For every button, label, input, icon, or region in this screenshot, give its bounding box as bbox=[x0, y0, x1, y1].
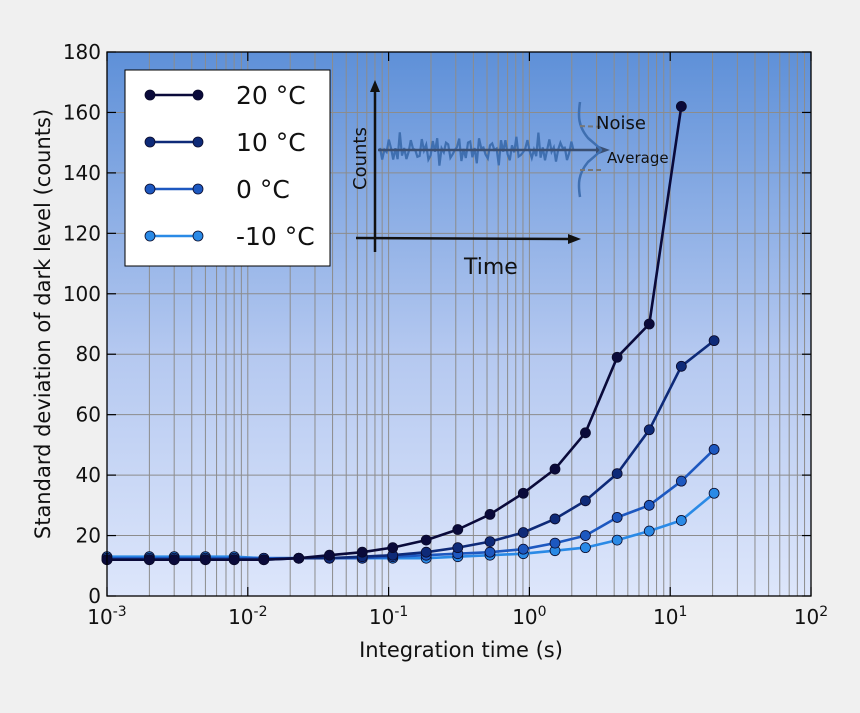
data-point bbox=[675, 360, 687, 372]
series-0 bbox=[101, 101, 687, 566]
x-tick-label: 10-2 bbox=[228, 604, 267, 629]
inset-counts-label: Counts bbox=[350, 127, 371, 190]
data-point bbox=[611, 512, 623, 523]
x-tick-label: 10-3 bbox=[87, 604, 126, 629]
data-point bbox=[580, 542, 591, 554]
x-tick-label: 102 bbox=[794, 604, 828, 629]
y-tick-label: 140 bbox=[63, 161, 101, 185]
data-point bbox=[708, 487, 720, 499]
y-tick-label: 20 bbox=[76, 524, 101, 548]
data-point bbox=[549, 537, 561, 549]
y-axis-label: Standard deviation of dark level (counts… bbox=[31, 109, 55, 539]
inset-x-axis bbox=[355, 236, 575, 241]
data-point bbox=[580, 530, 591, 541]
data-point bbox=[549, 463, 561, 475]
data-point bbox=[549, 513, 561, 525]
legend-marker bbox=[192, 89, 204, 101]
data-point bbox=[387, 542, 399, 554]
legend-marker bbox=[192, 183, 204, 195]
x-axis-label: Integration time (s) bbox=[359, 638, 563, 662]
data-point bbox=[643, 424, 655, 436]
data-point bbox=[675, 475, 687, 487]
data-point bbox=[675, 515, 687, 526]
data-point bbox=[356, 546, 368, 558]
axis-ticks: 0 20 40 60 80 100 120 140 160 180 10-3 10-2 10-1 100 1… bbox=[63, 40, 828, 629]
x-tick-label: 10-1 bbox=[369, 604, 408, 629]
data-point bbox=[517, 487, 529, 499]
legend-marker bbox=[144, 136, 156, 148]
legend-marker bbox=[144, 89, 156, 101]
y-tick-label: 160 bbox=[63, 100, 101, 124]
data-point bbox=[258, 554, 270, 566]
inset-noise-trace bbox=[378, 132, 575, 166]
y-tick-label: 0 bbox=[88, 584, 101, 608]
data-point bbox=[324, 549, 335, 561]
legend: 20 °C 10 °C 0 °C -10 °C bbox=[124, 69, 331, 267]
data-point bbox=[484, 509, 496, 520]
data-point bbox=[580, 495, 591, 507]
data-point bbox=[643, 499, 655, 511]
data-point bbox=[675, 101, 687, 112]
inset-x-arrowhead bbox=[568, 234, 581, 244]
data-point bbox=[643, 318, 655, 330]
inset-average-label: Average bbox=[607, 149, 669, 167]
x-tick-label: 101 bbox=[653, 604, 687, 629]
data-point bbox=[611, 468, 623, 480]
data-point bbox=[484, 536, 496, 547]
data-point bbox=[228, 554, 240, 566]
data-point bbox=[611, 351, 623, 363]
legend-label: 20 °C bbox=[236, 81, 306, 110]
series-layer bbox=[101, 101, 720, 566]
data-point bbox=[517, 527, 529, 538]
data-point bbox=[420, 546, 432, 558]
y-tick-label: 120 bbox=[63, 221, 101, 245]
legend-label: 0 °C bbox=[236, 175, 290, 204]
legend-label: 10 °C bbox=[236, 128, 306, 157]
y-tick-label: 100 bbox=[63, 282, 101, 306]
data-point bbox=[517, 543, 529, 555]
legend-label: -10 °C bbox=[236, 222, 315, 251]
data-point bbox=[708, 335, 720, 347]
data-point bbox=[484, 546, 496, 558]
data-point bbox=[143, 554, 155, 566]
data-point bbox=[643, 525, 655, 537]
legend-marker bbox=[192, 230, 204, 242]
inset-illustration: Noise Average Time Counts bbox=[350, 80, 669, 280]
legend-marker bbox=[144, 183, 156, 195]
inset-y-arrowhead bbox=[370, 80, 380, 92]
legend-marker bbox=[192, 136, 204, 148]
data-point bbox=[708, 444, 720, 455]
legend-box bbox=[124, 69, 331, 267]
data-point bbox=[168, 554, 180, 566]
data-point bbox=[420, 534, 432, 546]
y-tick-label: 40 bbox=[76, 463, 101, 487]
inset-time-label: Time bbox=[463, 255, 518, 280]
data-point bbox=[452, 524, 464, 535]
data-point bbox=[580, 427, 591, 439]
data-point bbox=[611, 534, 623, 546]
inset-noise-marker-upper bbox=[579, 125, 605, 128]
legend-marker bbox=[144, 230, 156, 242]
data-point bbox=[452, 542, 464, 554]
plot-frame bbox=[106, 51, 812, 597]
x-tick-label: 100 bbox=[512, 604, 546, 629]
y-tick-label: 80 bbox=[76, 342, 101, 366]
y-tick-label: 60 bbox=[76, 403, 101, 427]
data-point bbox=[200, 554, 211, 566]
data-point bbox=[293, 552, 305, 564]
inset-noise-label: Noise bbox=[596, 113, 646, 134]
inset-distribution-curve bbox=[577, 101, 603, 198]
y-tick-label: 180 bbox=[63, 40, 101, 64]
